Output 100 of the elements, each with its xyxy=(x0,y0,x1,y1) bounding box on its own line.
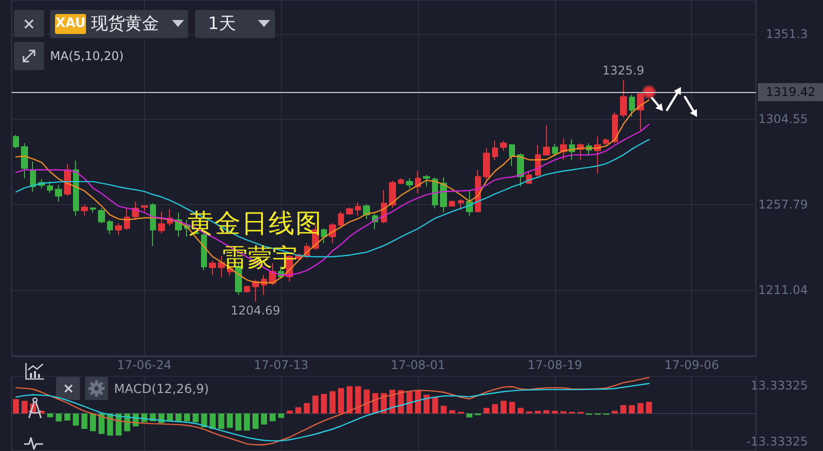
candlestick xyxy=(509,143,515,166)
candlestick xyxy=(500,140,507,152)
candlestick xyxy=(98,208,105,224)
bar xyxy=(235,414,242,431)
candlestick xyxy=(603,138,609,146)
candlestick xyxy=(552,143,558,158)
bar xyxy=(329,391,336,414)
bar xyxy=(346,386,353,414)
bar xyxy=(72,414,79,426)
bar xyxy=(261,414,268,425)
bar xyxy=(286,410,293,414)
chart-title: MACD(12,26,9) xyxy=(114,381,209,397)
candlestick xyxy=(158,211,165,234)
bar xyxy=(12,399,19,414)
candlestick xyxy=(124,208,130,230)
annotation: 1325.9 xyxy=(602,63,644,78)
candlestick xyxy=(492,140,498,161)
close-button[interactable] xyxy=(14,10,44,37)
candlestick xyxy=(346,206,353,216)
y-tick-label: 1257.79 xyxy=(758,198,808,212)
bar xyxy=(184,414,190,422)
candlestick xyxy=(432,176,438,209)
y-tick-label: 1304.55 xyxy=(758,112,808,126)
bar xyxy=(534,410,541,414)
candlestick xyxy=(620,80,627,118)
bar xyxy=(210,414,216,429)
bar xyxy=(218,414,224,429)
bar xyxy=(47,414,54,418)
bar xyxy=(226,414,233,428)
bar xyxy=(543,410,550,414)
ref-line-label: 1319.42 xyxy=(766,85,816,100)
candlestick xyxy=(209,260,216,276)
bar xyxy=(338,388,344,414)
bar xyxy=(166,414,173,422)
bar xyxy=(424,394,430,414)
bar xyxy=(518,408,524,414)
bar xyxy=(440,406,447,414)
x-tick-label: 17-09-06 xyxy=(664,358,719,372)
candlestick xyxy=(55,184,62,202)
bar xyxy=(320,394,327,414)
bar xyxy=(244,414,250,431)
x-tick-label: 17-08-19 xyxy=(528,358,582,372)
candlestick xyxy=(81,204,88,216)
timeframe-selector[interactable]: 1天 xyxy=(195,10,275,38)
candlestick xyxy=(21,142,28,179)
bar xyxy=(304,403,310,414)
candlestick xyxy=(543,124,550,156)
bar xyxy=(406,392,412,414)
bar xyxy=(500,400,507,414)
candlestick xyxy=(47,181,53,194)
bar xyxy=(81,414,88,429)
candlestick xyxy=(321,228,327,244)
settings-button[interactable] xyxy=(85,377,108,400)
bar xyxy=(312,396,318,414)
candlestick xyxy=(389,180,396,208)
bar xyxy=(252,414,258,429)
symbol-selector[interactable]: XAU 现货黄金 xyxy=(50,10,188,38)
candlestick xyxy=(218,256,225,278)
candlestick xyxy=(107,220,113,235)
candlestick xyxy=(398,178,404,185)
candlestick xyxy=(338,210,344,229)
bar xyxy=(270,414,276,422)
bar xyxy=(192,414,199,422)
candlestick xyxy=(150,202,156,246)
candlestick xyxy=(483,148,490,180)
annotation: XAU xyxy=(55,14,86,34)
bar xyxy=(278,414,284,418)
annotation: 1204.69 xyxy=(230,303,280,318)
bar xyxy=(628,405,635,414)
candlestick xyxy=(90,206,96,214)
x-tick-label: 17-08-01 xyxy=(390,358,446,372)
bar xyxy=(22,400,28,414)
bar xyxy=(176,414,182,422)
bar xyxy=(415,390,422,414)
bar xyxy=(492,404,498,414)
candlestick xyxy=(629,94,635,118)
bar xyxy=(466,414,472,418)
y-tick-label: 1351.3 xyxy=(766,26,808,41)
candlestick xyxy=(423,174,430,188)
close-button[interactable] xyxy=(56,377,80,400)
y-tick-label: 13.33325 xyxy=(750,378,808,393)
annotation: MA(5,10,20) xyxy=(50,48,124,64)
expand-button[interactable] xyxy=(14,42,44,70)
bar xyxy=(90,414,96,432)
bar xyxy=(612,410,618,414)
bar xyxy=(509,402,516,414)
candlestick xyxy=(244,285,250,294)
bar xyxy=(483,408,490,414)
candlestick xyxy=(458,198,464,210)
candlestick xyxy=(560,138,567,160)
bar xyxy=(56,414,62,422)
candlestick xyxy=(141,204,148,212)
bar xyxy=(432,396,438,414)
line-series xyxy=(15,124,650,276)
candlestick xyxy=(637,92,644,132)
x-tick-label: 17-06-24 xyxy=(117,358,172,372)
candlestick xyxy=(30,161,36,192)
x-tick-label: 17-07-13 xyxy=(254,358,308,372)
candlestick xyxy=(355,202,361,216)
y-tick-label: -13.33325 xyxy=(746,434,808,448)
